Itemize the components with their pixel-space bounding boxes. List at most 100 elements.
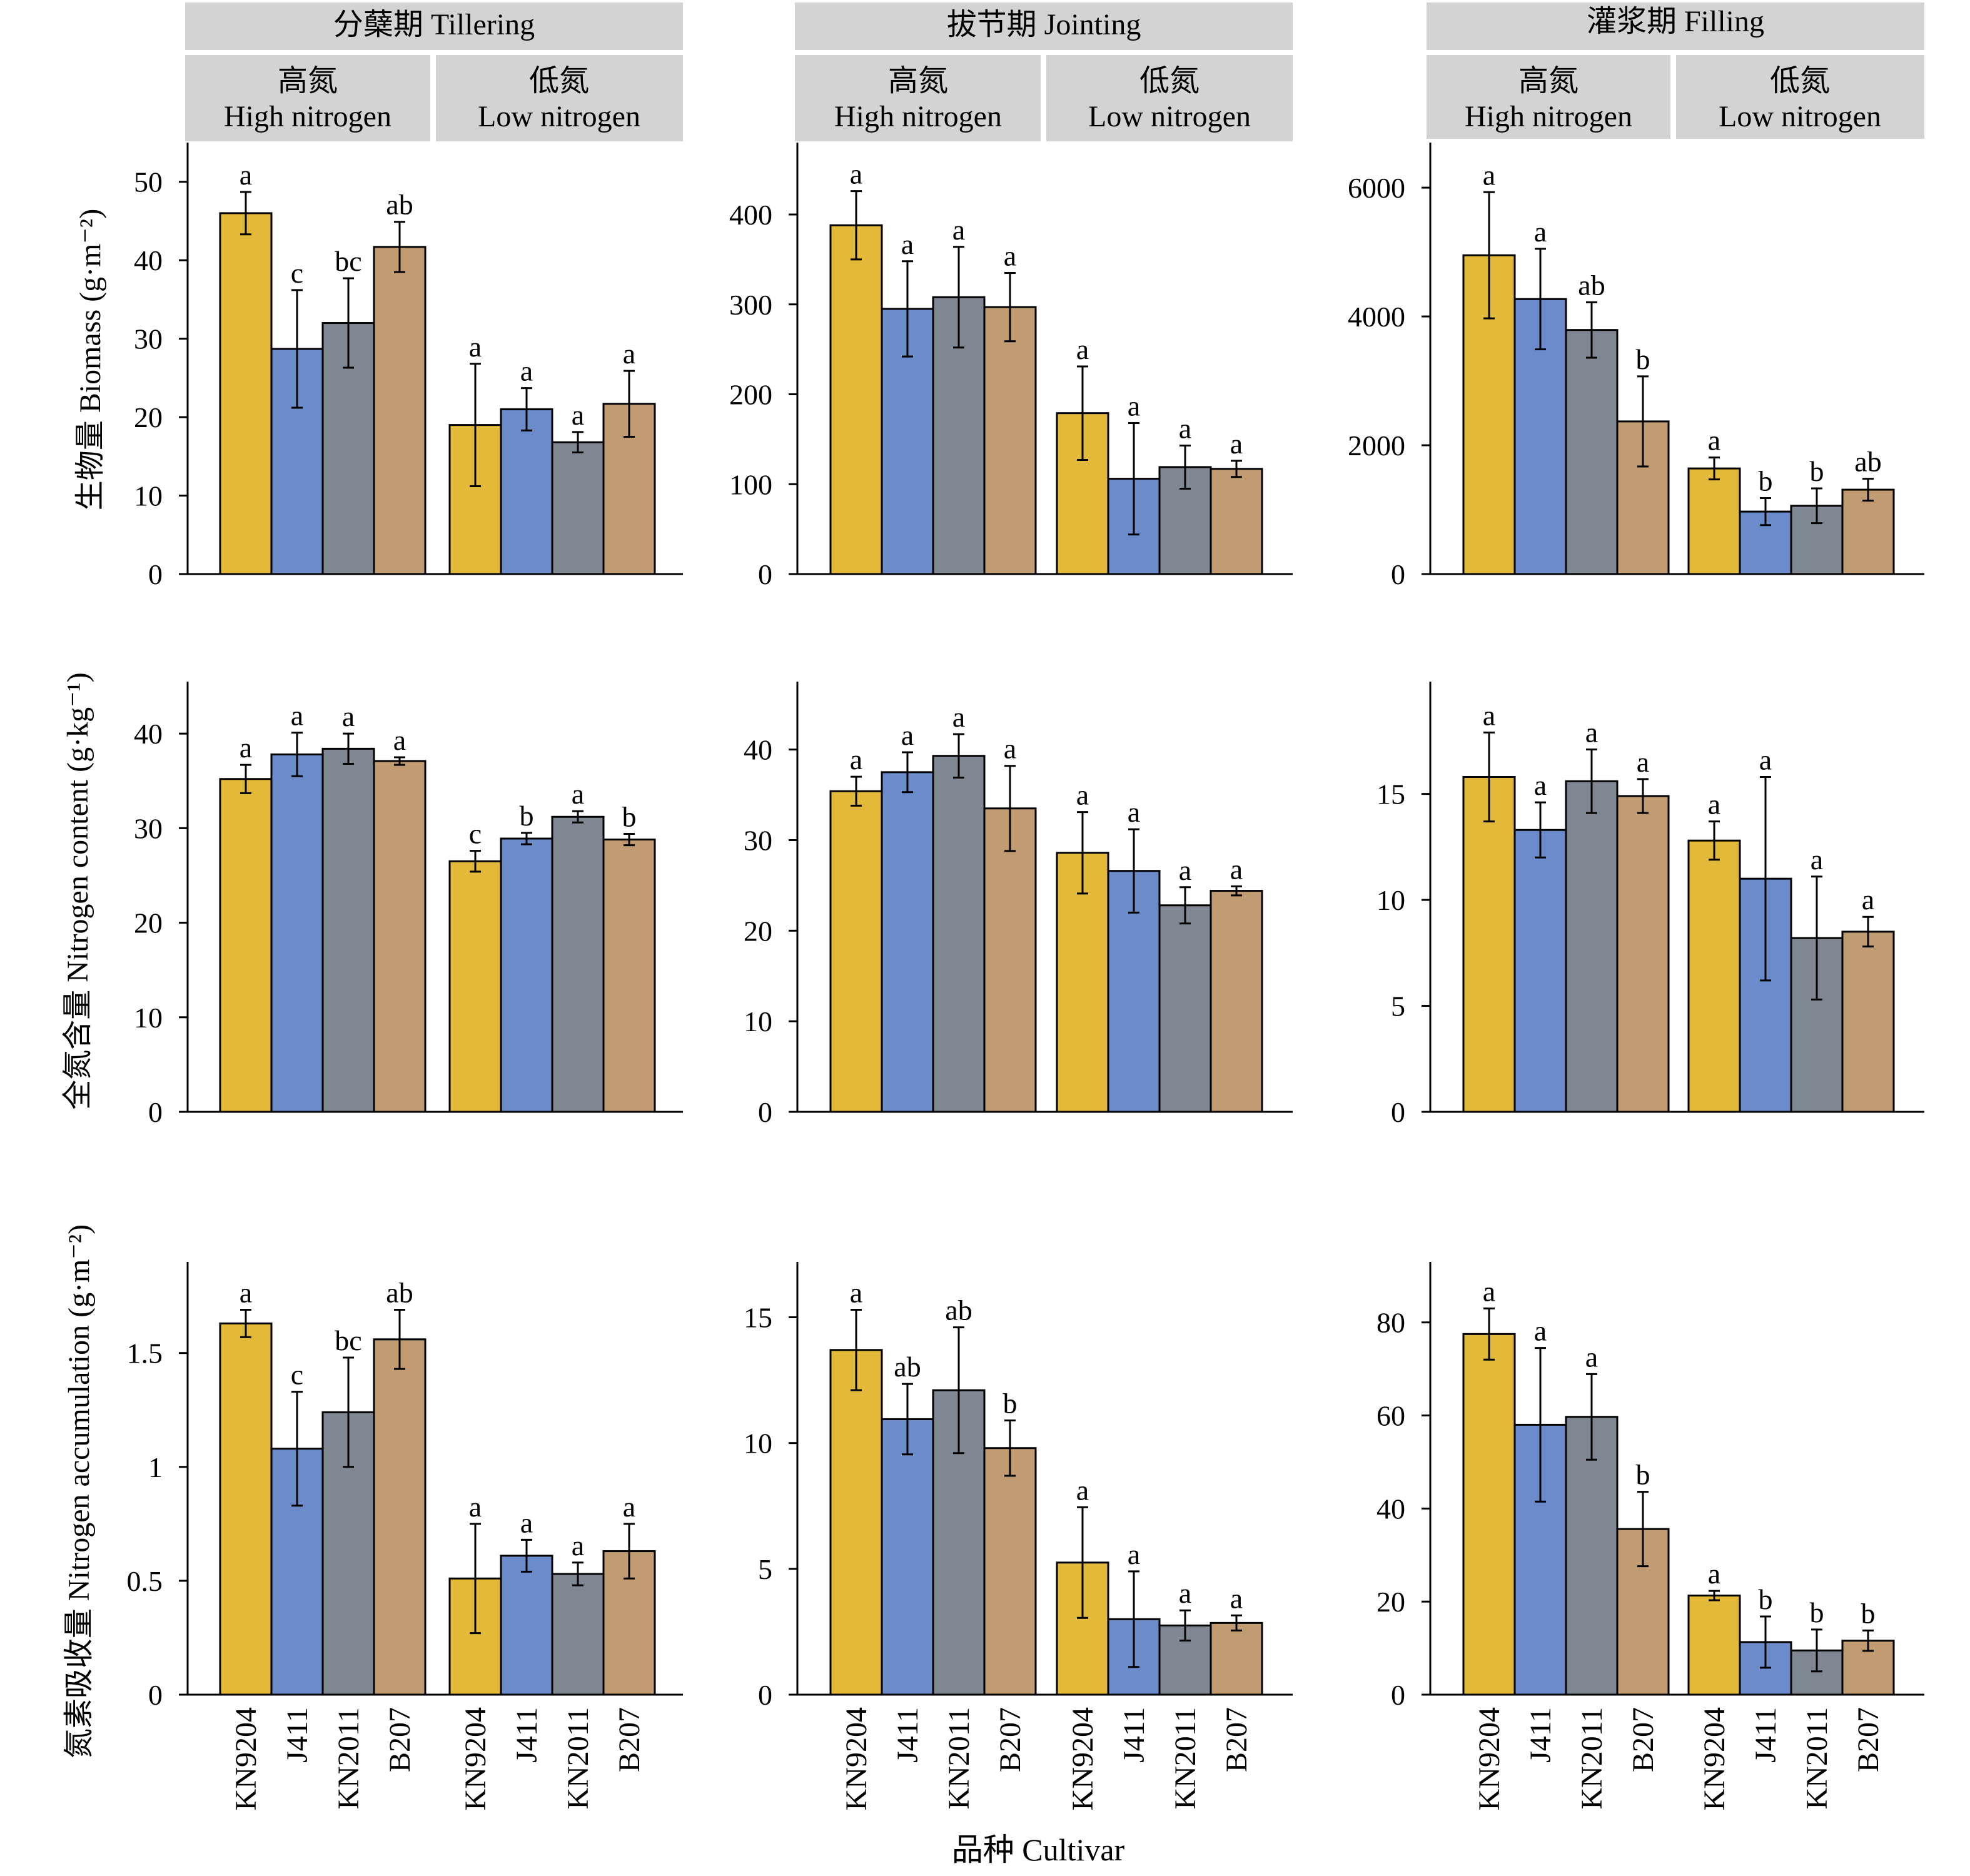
treatment-header-bg-jointing-high	[795, 55, 1041, 141]
significance-letter: a	[1230, 1582, 1243, 1614]
significance-letter: a	[520, 355, 533, 387]
bar-kn9204-high	[219, 212, 273, 575]
significance-letter: ab	[945, 1294, 972, 1326]
stage-header-jointing: 拔节期 Jointing	[947, 8, 1141, 41]
y-tick-label: 5	[758, 1553, 772, 1585]
significance-letter: a	[240, 732, 252, 764]
y-tick-label: 15	[744, 1302, 772, 1334]
significance-letter: ab	[1578, 269, 1605, 301]
significance-letter: a	[901, 228, 914, 260]
treatment-header-cn-filling-low: 低氮	[1770, 64, 1830, 98]
significance-letter: a	[1483, 1275, 1495, 1307]
bar-j411-high	[270, 753, 324, 1113]
x-tick-label-kn9204: KN9204	[459, 1707, 492, 1810]
stage-header-bg-jointing	[795, 3, 1293, 50]
y-tick-label: 10	[744, 1006, 772, 1037]
significance-letter: b	[1636, 1459, 1650, 1491]
row-labels: 生物量 Biomass (g·m⁻²) 全氮含量 Nitrogen conten…	[61, 209, 107, 1758]
significance-letter: a	[1230, 428, 1243, 460]
significance-letter: a	[572, 778, 584, 810]
treatment-header-en-tillering-low: Low nitrogen	[478, 100, 640, 133]
treatment-header-en-tillering-high: High nitrogen	[224, 100, 391, 133]
y-tick-label: 30	[744, 824, 772, 856]
y-tick-label: 0	[758, 558, 772, 590]
significance-letter: a	[1179, 412, 1191, 444]
y-tick-label: 0	[758, 1679, 772, 1711]
bar-j411-high	[881, 771, 934, 1113]
y-tick-label: 30	[134, 323, 163, 355]
y-tick-label: 50	[134, 166, 163, 198]
bar-b207-low	[602, 839, 656, 1113]
significance-letter: c	[291, 1359, 303, 1391]
x-tick-label-j411: J411	[1749, 1707, 1782, 1763]
significance-letter: b	[1810, 455, 1824, 487]
significance-letter: a	[240, 159, 252, 191]
x-tick-label-j411: J411	[1118, 1707, 1151, 1763]
significance-letter: a	[901, 719, 914, 751]
bar-kn9204-low	[1687, 839, 1741, 1113]
significance-letter: c	[291, 257, 303, 289]
y-tick-label: 0	[148, 1096, 163, 1128]
treatment-header-cn-filling-high: 高氮	[1518, 64, 1579, 98]
treatment-header-cn-jointing-low: 低氮	[1139, 64, 1200, 98]
bar-j411-high	[881, 1418, 934, 1696]
treatment-header-cn-jointing-high: 高氮	[888, 64, 948, 98]
bar-kn9204-high	[829, 224, 883, 575]
y-tick-label: 20	[1376, 1586, 1405, 1618]
y-tick-label: 0.5	[127, 1565, 163, 1597]
significance-letter: a	[1585, 716, 1598, 748]
bar-kn9204-high	[829, 790, 883, 1113]
significance-letter: a	[240, 1276, 252, 1308]
bar-b207-high	[983, 1447, 1037, 1696]
bar-kn2011-high	[1565, 1416, 1619, 1696]
significance-letter: bc	[335, 245, 361, 277]
y-tick-label: 100	[729, 468, 772, 500]
bar-kn2011-low	[551, 441, 605, 575]
significance-letter: bc	[335, 1324, 361, 1356]
significance-letter: a	[1585, 1341, 1598, 1373]
significance-letter: a	[1862, 884, 1874, 915]
y-tick-label: 1	[148, 1451, 163, 1483]
significance-letter: ab	[386, 189, 413, 221]
significance-letter: a	[1004, 733, 1016, 765]
y-tick-label: 1.5	[127, 1338, 163, 1369]
x-tick-label-b207: B207	[613, 1707, 646, 1772]
panel-r1-c1: 0 10 20 30 40 a a a a a a a a	[744, 682, 1293, 1128]
significance-letter: a	[291, 700, 303, 732]
significance-letter: a	[572, 399, 584, 431]
significance-letter: a	[1534, 1315, 1547, 1347]
treatment-header-cn-tillering-high: 高氮	[278, 64, 338, 98]
x-tick-label-kn2011: KN2011	[562, 1707, 595, 1810]
significance-letter: a	[1076, 333, 1089, 365]
y-tick-label: 20	[134, 401, 163, 433]
y-tick-label: 10	[134, 1002, 163, 1034]
bar-kn9204-high	[1462, 776, 1516, 1113]
y-tick-label: 0	[148, 558, 163, 590]
x-tick-label-b207: B207	[1220, 1707, 1253, 1772]
row-label-nitrogen-content: 全氮含量 Nitrogen content (g·kg⁻¹)	[61, 672, 94, 1110]
x-tick-label-b207: B207	[994, 1707, 1027, 1772]
significance-letter: a	[1076, 1474, 1089, 1506]
x-tick-label-j411: J411	[891, 1707, 924, 1763]
y-tick-label: 15	[1376, 779, 1405, 810]
y-tick-label: 0	[148, 1679, 163, 1711]
x-tick-label-kn9204: KN9204	[1473, 1707, 1506, 1810]
treatment-headers: 高氮 High nitrogen 低氮 Low nitrogen 高氮 High…	[185, 55, 1924, 141]
significance-letter: ab	[894, 1351, 921, 1383]
treatment-header-cn-tillering-low: 低氮	[529, 64, 589, 98]
significance-letter: a	[342, 700, 355, 732]
y-tick-label: 200	[729, 379, 772, 411]
bar-b207-high	[983, 807, 1037, 1113]
y-tick-label: 10	[134, 480, 163, 512]
panel-r0-c1: 0 100 200 300 400 a a a a a a a a	[729, 143, 1293, 590]
significance-letter: c	[469, 818, 482, 850]
significance-letter: a	[1483, 159, 1495, 191]
significance-letter: a	[850, 744, 862, 775]
bar-j411-low	[500, 1555, 553, 1696]
significance-letter: a	[623, 338, 635, 370]
stage-header-bg-filling	[1427, 3, 1924, 50]
significance-letter: a	[850, 1276, 862, 1308]
significance-letter: a	[1179, 1577, 1191, 1609]
significance-letter: b	[622, 800, 637, 832]
bar-kn2011-high	[1565, 329, 1619, 575]
